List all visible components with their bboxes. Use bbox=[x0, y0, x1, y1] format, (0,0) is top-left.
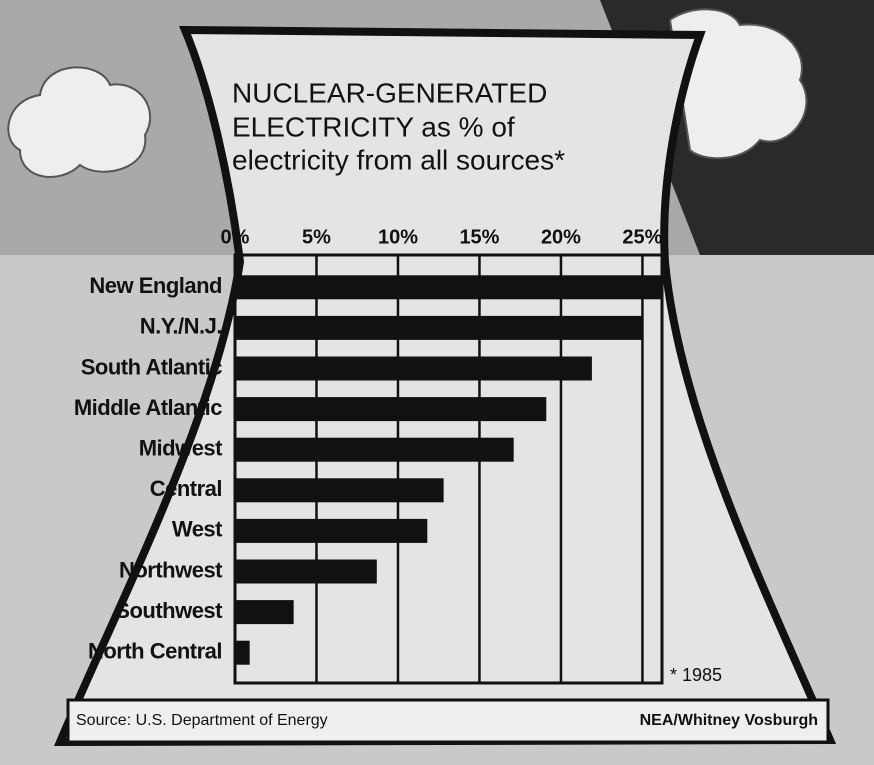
y-tick-label: N.Y./N.J. bbox=[140, 314, 222, 339]
note: * 1985 bbox=[670, 665, 722, 685]
y-tick-label: New England bbox=[89, 273, 222, 298]
y-tick-label: Middle Atlantic bbox=[74, 395, 222, 420]
y-tick-label: Central bbox=[150, 476, 222, 501]
bar bbox=[235, 600, 294, 624]
x-tick-label: 0% bbox=[221, 226, 250, 248]
x-tick-label: 15% bbox=[459, 226, 499, 248]
bar bbox=[235, 275, 662, 299]
bar bbox=[235, 316, 642, 340]
bar bbox=[235, 641, 250, 665]
bar bbox=[235, 560, 377, 584]
chart-title: electricity from all sources* bbox=[232, 144, 565, 175]
bar bbox=[235, 438, 514, 462]
bar bbox=[235, 357, 592, 381]
x-tick-label: 10% bbox=[378, 226, 418, 248]
chart-title: NUCLEAR-GENERATED bbox=[232, 77, 547, 108]
y-tick-label: Northwest bbox=[119, 557, 223, 582]
chart-title: ELECTRICITY as % of bbox=[232, 111, 515, 142]
y-tick-label: West bbox=[172, 517, 223, 542]
x-tick-label: 5% bbox=[302, 226, 331, 248]
y-tick-label: Midwest bbox=[139, 436, 223, 461]
y-tick-label: Southwest bbox=[115, 598, 223, 623]
source: Source: U.S. Department of Energy bbox=[76, 712, 328, 729]
x-tick-label: 25% bbox=[622, 226, 662, 248]
y-tick-label: North Central bbox=[88, 639, 222, 664]
page: NUCLEAR-GENERATED ELECTRICITY as % of el… bbox=[0, 0, 874, 765]
bar bbox=[235, 397, 546, 421]
bar bbox=[235, 478, 444, 502]
y-tick-label: South Atlantic bbox=[81, 354, 223, 379]
credit: NEA/Whitney Vosburgh bbox=[640, 712, 818, 729]
x-tick-label: 20% bbox=[541, 226, 581, 248]
chart: NUCLEAR-GENERATED ELECTRICITY as % of el… bbox=[0, 0, 874, 765]
bar bbox=[235, 519, 427, 543]
